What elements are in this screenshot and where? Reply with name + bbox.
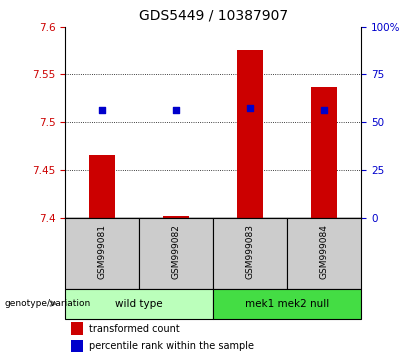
Text: mek1 mek2 null: mek1 mek2 null [245, 298, 329, 309]
Bar [65, 218, 139, 289]
Bar [213, 218, 287, 289]
Point [321, 107, 328, 113]
Text: transformed count: transformed count [89, 324, 179, 333]
Text: GSM999082: GSM999082 [172, 224, 181, 279]
Bar [71, 322, 83, 335]
Bar [311, 87, 337, 218]
Title: GDS5449 / 10387907: GDS5449 / 10387907 [139, 8, 288, 23]
Bar [89, 155, 115, 218]
Bar [213, 289, 361, 319]
Text: wild type: wild type [116, 298, 163, 309]
Bar [287, 218, 361, 289]
Bar [139, 218, 213, 289]
Bar [71, 340, 83, 352]
Bar [237, 50, 263, 218]
Point [247, 105, 254, 111]
Point [173, 107, 179, 113]
Text: GSM999084: GSM999084 [320, 224, 329, 279]
Text: percentile rank within the sample: percentile rank within the sample [89, 341, 254, 351]
Text: GSM999081: GSM999081 [97, 224, 107, 279]
Point [99, 107, 105, 113]
Bar [163, 216, 189, 218]
Text: GSM999083: GSM999083 [246, 224, 255, 279]
Bar [65, 289, 213, 319]
Text: genotype/variation: genotype/variation [4, 299, 90, 308]
